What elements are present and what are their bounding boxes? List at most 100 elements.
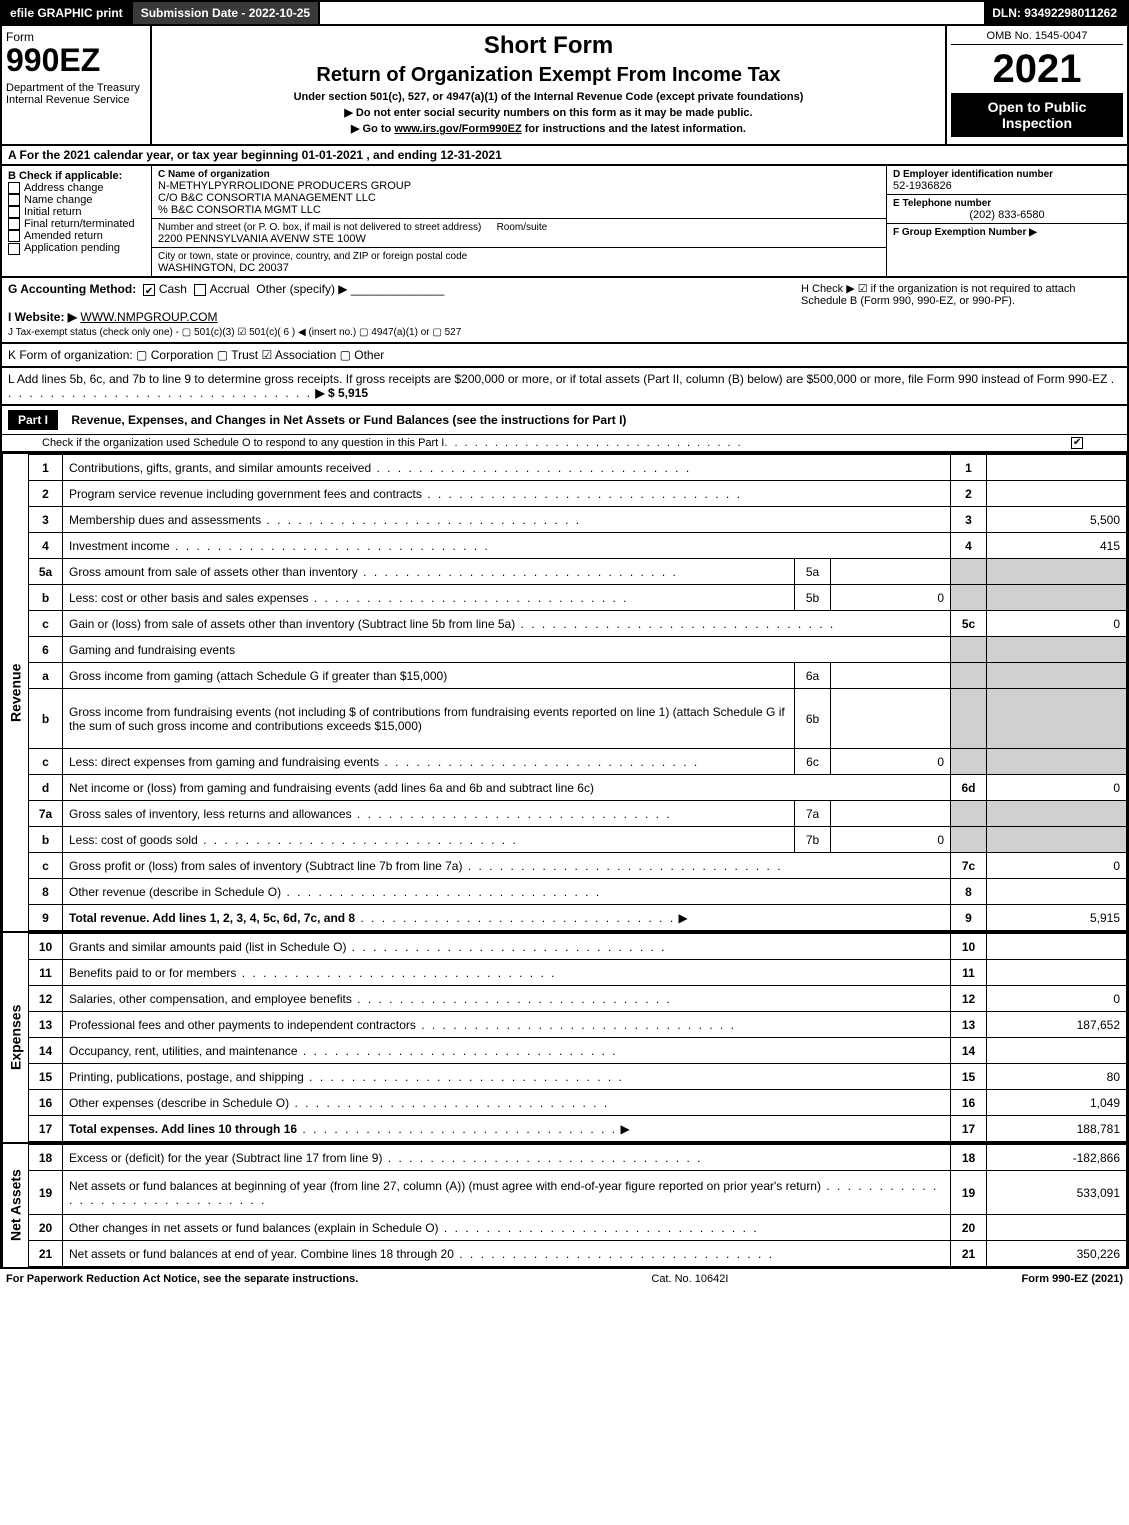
l13-no: 13: [29, 1012, 63, 1038]
l5a-desc: Gross amount from sale of assets other t…: [63, 559, 795, 585]
l21-rt: 21: [951, 1241, 987, 1267]
l13-rt: 13: [951, 1012, 987, 1038]
omb-number: OMB No. 1545-0047: [951, 30, 1123, 45]
phone-block: E Telephone number (202) 833-6580: [887, 195, 1127, 224]
line-17: 17 Total expenses. Add lines 10 through …: [29, 1116, 1127, 1142]
line-8: 8 Other revenue (describe in Schedule O)…: [29, 879, 1127, 905]
phone-label: E Telephone number: [893, 198, 991, 209]
l15-rt: 15: [951, 1064, 987, 1090]
goto-prefix: ▶ Go to: [351, 123, 394, 135]
l2-rt: 2: [951, 481, 987, 507]
cb-label-address: Address change: [24, 182, 104, 194]
l15-val: 80: [987, 1064, 1127, 1090]
l12-val: 0: [987, 986, 1127, 1012]
l6c-mid: 6c: [795, 749, 831, 775]
l9-rt: 9: [951, 905, 987, 931]
l10-val: [987, 934, 1127, 960]
l16-no: 16: [29, 1090, 63, 1116]
l7a-val-shade: [987, 801, 1127, 827]
irs-link[interactable]: www.irs.gov/Form990EZ: [394, 123, 521, 135]
website-link[interactable]: WWW.NMPGROUP.COM: [80, 310, 217, 324]
l6d-no: d: [29, 775, 63, 801]
cb-final-return[interactable]: Final return/terminated: [8, 218, 145, 230]
l6-desc: Gaming and fundraising events: [63, 637, 951, 663]
line-7a: 7a Gross sales of inventory, less return…: [29, 801, 1127, 827]
l7b-mval: 0: [831, 827, 951, 853]
line-7c: c Gross profit or (loss) from sales of i…: [29, 853, 1127, 879]
l5b-mval: 0: [831, 585, 951, 611]
line-4: 4 Investment income 4 415: [29, 533, 1127, 559]
l5b-desc: Less: cost or other basis and sales expe…: [63, 585, 795, 611]
section-bcdef: B Check if applicable: Address change Na…: [0, 166, 1129, 278]
expenses-table: 10 Grants and similar amounts paid (list…: [28, 933, 1127, 1142]
revenue-section: Revenue 1 Contributions, gifts, grants, …: [0, 454, 1129, 933]
col-b-checkboxes: B Check if applicable: Address change Na…: [2, 166, 152, 276]
org-addr-label: Number and street (or P. O. box, if mail…: [158, 222, 481, 233]
line-9: 9 Total revenue. Add lines 1, 2, 3, 4, 5…: [29, 905, 1127, 931]
cb-label-final: Final return/terminated: [24, 218, 135, 230]
g-label: G Accounting Method:: [8, 282, 136, 296]
l5a-rt-shade: [951, 559, 987, 585]
col-def: D Employer identification number 52-1936…: [887, 166, 1127, 276]
l1-rt: 1: [951, 455, 987, 481]
line-16: 16 Other expenses (describe in Schedule …: [29, 1090, 1127, 1116]
cb-initial-return[interactable]: Initial return: [8, 206, 145, 218]
l10-no: 10: [29, 934, 63, 960]
org-name-2: C/O B&C CONSORTIA MANAGEMENT LLC: [158, 192, 376, 204]
l13-desc: Professional fees and other payments to …: [63, 1012, 951, 1038]
row-g: G Accounting Method: Cash Accrual Other …: [8, 282, 461, 338]
netassets-vlabel: Net Assets: [2, 1144, 28, 1267]
l18-no: 18: [29, 1145, 63, 1171]
cb-application-pending[interactable]: Application pending: [8, 242, 145, 254]
l6a-val-shade: [987, 663, 1127, 689]
group-exemption-label: F Group Exemption Number ▶: [893, 227, 1037, 238]
l6a-rt-shade: [951, 663, 987, 689]
cb-accrual[interactable]: [194, 284, 206, 296]
cb-name-change[interactable]: Name change: [8, 194, 145, 206]
cb-address-change[interactable]: Address change: [8, 182, 145, 194]
subline-1: Under section 501(c), 527, or 4947(a)(1)…: [158, 91, 939, 103]
dln-label: DLN: 93492298011262: [984, 2, 1127, 24]
l19-rt: 19: [951, 1171, 987, 1215]
l7a-mval: [831, 801, 951, 827]
l6c-rt-shade: [951, 749, 987, 775]
l11-no: 11: [29, 960, 63, 986]
l6b-mid: 6b: [795, 689, 831, 749]
line-1: 1 Contributions, gifts, grants, and simi…: [29, 455, 1127, 481]
header-left: Form 990EZ Department of the Treasury In…: [2, 26, 152, 144]
col-c-org: C Name of organization N-METHYLPYRROLIDO…: [152, 166, 887, 276]
part-i-subline: Check if the organization used Schedule …: [2, 435, 1127, 452]
l5a-mval: [831, 559, 951, 585]
line-13: 13 Professional fees and other payments …: [29, 1012, 1127, 1038]
cb-amended-return[interactable]: Amended return: [8, 230, 145, 242]
other-label: Other (specify) ▶: [256, 282, 347, 296]
form-code: 990EZ: [6, 44, 146, 76]
ein-block: D Employer identification number 52-1936…: [887, 166, 1127, 195]
l5a-mid: 5a: [795, 559, 831, 585]
room-suite-label: Room/suite: [497, 222, 548, 233]
l21-val: 350,226: [987, 1241, 1127, 1267]
l20-val: [987, 1215, 1127, 1241]
line-21: 21 Net assets or fund balances at end of…: [29, 1241, 1127, 1267]
l7b-mid: 7b: [795, 827, 831, 853]
l21-no: 21: [29, 1241, 63, 1267]
part-i-checkbox[interactable]: [1071, 437, 1087, 449]
cb-cash[interactable]: [143, 284, 155, 296]
l3-desc: Membership dues and assessments: [63, 507, 951, 533]
header-center: Short Form Return of Organization Exempt…: [152, 26, 947, 144]
expenses-vlabel: Expenses: [2, 933, 28, 1142]
group-exemption-block: F Group Exemption Number ▶: [887, 224, 1127, 240]
l5b-no: b: [29, 585, 63, 611]
line-5b: b Less: cost or other basis and sales ex…: [29, 585, 1127, 611]
l7b-rt-shade: [951, 827, 987, 853]
l7c-no: c: [29, 853, 63, 879]
line-6d: d Net income or (loss) from gaming and f…: [29, 775, 1127, 801]
line-11: 11 Benefits paid to or for members 11: [29, 960, 1127, 986]
i-label: I Website: ▶: [8, 310, 77, 324]
line-20: 20 Other changes in net assets or fund b…: [29, 1215, 1127, 1241]
l11-desc: Benefits paid to or for members: [63, 960, 951, 986]
footer-left: For Paperwork Reduction Act Notice, see …: [6, 1273, 358, 1285]
l3-rt: 3: [951, 507, 987, 533]
l18-rt: 18: [951, 1145, 987, 1171]
row-h: H Check ▶ ☑ if the organization is not r…: [801, 282, 1121, 338]
